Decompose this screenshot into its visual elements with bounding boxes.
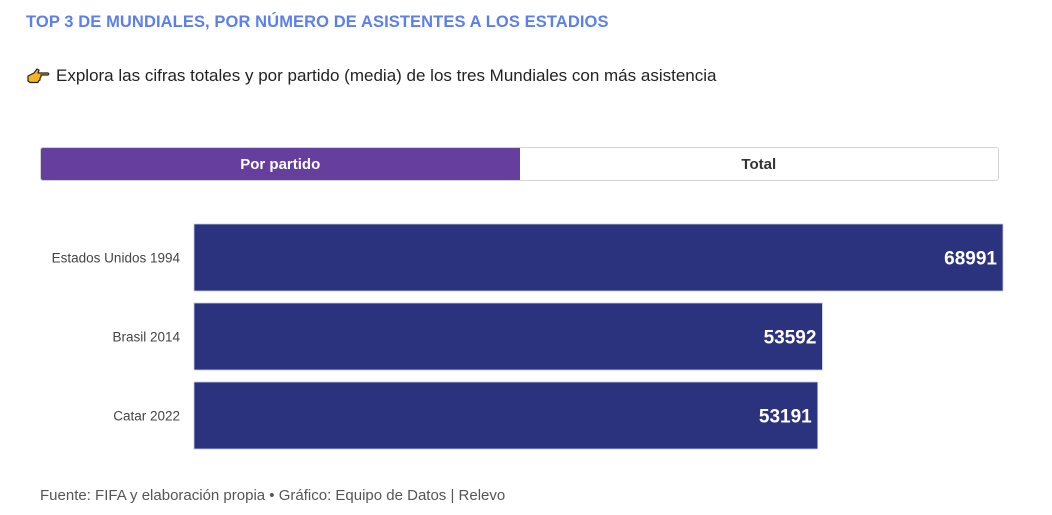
value-label: 53191	[759, 407, 812, 428]
chart-subtitle: Explora las cifras totales y por partido…	[26, 66, 716, 86]
toggle-total-button[interactable]: Total	[519, 148, 998, 180]
view-toggle: Por partido Total	[40, 147, 999, 181]
value-label: 53592	[764, 328, 817, 349]
bar-group: Catar 2022 53191	[113, 381, 819, 450]
category-label: Estados Unidos 1994	[52, 251, 181, 266]
category-label: Catar 2022	[113, 409, 180, 424]
bar-chart: Estados Unidos 1994 68991 Brasil 2014 53592…	[52, 223, 1004, 450]
bar[interactable]	[193, 302, 823, 371]
bar-group: Brasil 2014 53592	[112, 302, 823, 371]
bar[interactable]	[193, 381, 819, 450]
bar[interactable]	[193, 223, 1004, 292]
chart-title: TOP 3 DE MUNDIALES, POR NÚMERO DE ASISTE…	[26, 13, 609, 31]
category-label: Brasil 2014	[112, 330, 180, 345]
value-label: 68991	[944, 249, 997, 270]
pointing-hand-icon	[26, 67, 50, 85]
subtitle-text: Explora las cifras totales y por partido…	[56, 66, 717, 85]
bar-group: Estados Unidos 1994 68991	[52, 223, 1004, 292]
toggle-por-partido-button[interactable]: Por partido	[41, 148, 520, 180]
source-footer: Fuente: FIFA y elaboración propia • Gráf…	[40, 487, 506, 504]
